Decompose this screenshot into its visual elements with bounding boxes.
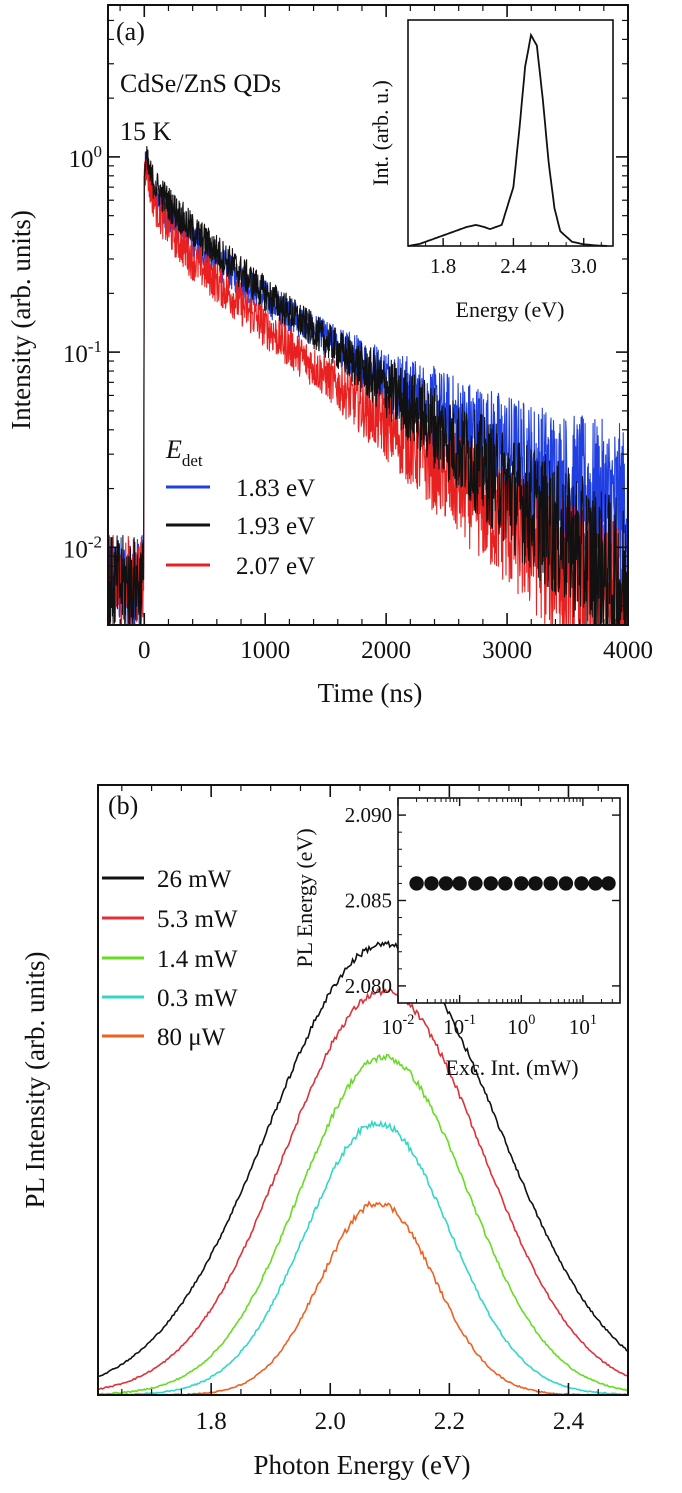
inset-a-spectrum-line [407, 32, 608, 247]
b-x-tick-label-2: 2.2 [434, 1408, 465, 1435]
x-tick-label-0: 0 [138, 637, 151, 664]
inset-b-y-tick-label-2: 2.090 [345, 803, 392, 827]
inset-b-markers-group [409, 876, 616, 891]
inset-a-series-group [407, 32, 608, 247]
panel-a-xlabel: Time (ns) [318, 678, 423, 708]
inset-b-x-tick-label-3: 101 [569, 1012, 597, 1039]
panel-b-label: (b) [108, 791, 138, 820]
pl-spectrum-1.4-mW [97, 1053, 629, 1396]
x-tick-label-1: 1000 [240, 637, 290, 664]
panel-a-legend: Edet 1.83 eV 1.93 eV 2.07 eV [165, 435, 315, 580]
legend-label-2: 1.93 eV [236, 513, 315, 540]
decay-trace-1.93-eV [107, 145, 629, 626]
b-x-tick-label-1: 2.0 [315, 1408, 346, 1435]
inset-b-marker-10 [558, 876, 574, 891]
inset-b-marker-12 [588, 876, 603, 891]
panel-a-ylabel: Intensity (arb. units) [6, 210, 36, 430]
inset-b-marker-9 [543, 876, 558, 891]
panel-b-ticks: 1.8 2.0 2.2 2.4 [121, 785, 629, 1435]
inset-b-marker-3 [452, 876, 467, 891]
inset-a-x-tick-label-2: 3.0 [571, 254, 597, 278]
inset-b-marker-4 [468, 876, 483, 891]
panel-b-legend: 26 mW 5.3 mW 1.4 mW 0.3 mW 80 μW [102, 866, 238, 1051]
x-tick-label-4: 4000 [603, 637, 653, 664]
b-x-tick-label-0: 1.8 [196, 1408, 227, 1435]
panel-a-inset: 1.8 2.4 3.0 Energy (eV) Int. (arb. u.) [368, 19, 614, 322]
x-tick-label-3: 3000 [482, 637, 532, 664]
inset-b-ylabel: PL Energy (eV) [292, 828, 317, 967]
inset-a-ylabel: Int. (arb. u.) [368, 80, 393, 186]
legend-label-1: 1.83 eV [236, 475, 315, 502]
inset-b-marker-7 [514, 876, 529, 891]
legend-label-3: 2.07 eV [236, 553, 315, 580]
panel-b-inset: 10-2 10-1 100 101 2.080 2.085 2.090 Exc. Int. … [292, 797, 621, 1080]
inset-a-frame [407, 19, 614, 247]
panel-b-frame [97, 784, 629, 1396]
legend-b-label-2: 5.3 mW [157, 906, 238, 933]
y-tick-label-2: 10-2 [63, 532, 102, 563]
decay-trace-2.07-eV [107, 150, 629, 626]
inset-b-x-tick-label-1: 10-1 [443, 1012, 476, 1039]
b-x-tick-label-3: 2.4 [553, 1408, 585, 1435]
legend-b-label-3: 1.4 mW [157, 946, 238, 973]
inset-b-marker-13 [601, 876, 616, 891]
pl-spectrum-5.3-mW [97, 988, 629, 1391]
inset-a-x-tick-label-1: 2.4 [500, 254, 527, 278]
panel-b: 1.8 2.0 2.2 2.4 (b) Photon Energy (eV) PL I… [20, 784, 629, 1480]
inset-b-ticks: 10-2 10-1 100 101 2.080 2.085 2.090 [345, 797, 621, 1039]
inset-b-xlabel: Exc. Int. (mW) [445, 1055, 578, 1080]
inset-b-marker-5 [483, 876, 498, 891]
legend-b-label-4: 0.3 mW [157, 985, 238, 1012]
inset-b-marker-6 [498, 876, 513, 891]
pl-spectrum-0.3-mW [97, 1119, 629, 1396]
inset-a-x-tick-label-0: 1.8 [430, 254, 456, 278]
inset-b-marker-2 [438, 876, 454, 891]
panel-a-annotation-temperature: 15 K [120, 117, 172, 146]
inset-b-marker-11 [574, 876, 589, 891]
inset-b-x-tick-label-2: 100 [507, 1012, 535, 1039]
legend-title: Edet [165, 435, 203, 470]
panel-b-ylabel: PL Intensity (arb. units) [20, 952, 50, 1209]
y-tick-label-1: 10-1 [63, 337, 102, 368]
legend-b-label-5: 80 μW [157, 1024, 226, 1051]
inset-b-marker-0 [409, 876, 424, 891]
panel-b-xlabel: Photon Energy (eV) [254, 1450, 471, 1480]
panel-a-series [107, 145, 629, 626]
panel-a-series-group [107, 145, 629, 626]
panel-a: 0 1000 2000 3000 4000 100 10-1 10-2 (a) CdSe/Zn… [6, 4, 653, 708]
panel-a-ticks: 0 1000 2000 3000 4000 100 10-1 10-2 [63, 4, 653, 664]
pl-spectrum-26-mW [97, 940, 628, 1378]
x-tick-label-2: 2000 [361, 637, 411, 664]
legend-b-label-1: 26 mW [157, 866, 232, 893]
inset-b-y-tick-label-0: 2.080 [345, 974, 392, 998]
pl-spectrum-80-μW [99, 1200, 629, 1396]
inset-a-ticks: 1.8 2.4 3.0 [407, 238, 602, 278]
inset-b-x-tick-label-0: 10-2 [382, 1012, 415, 1039]
inset-a-xlabel: Energy (eV) [456, 297, 565, 322]
y-tick-label-0: 100 [69, 142, 103, 173]
panel-a-annotation-sample: CdSe/ZnS QDs [120, 69, 281, 98]
inset-b-y-tick-label-1: 2.085 [345, 889, 392, 913]
inset-b-marker-1 [424, 876, 439, 891]
inset-b-marker-8 [528, 876, 543, 891]
panel-a-frame [107, 4, 629, 626]
panel-a-label: (a) [116, 17, 145, 46]
panel-b-series-group [97, 940, 629, 1396]
inset-b-frame [397, 797, 621, 1004]
